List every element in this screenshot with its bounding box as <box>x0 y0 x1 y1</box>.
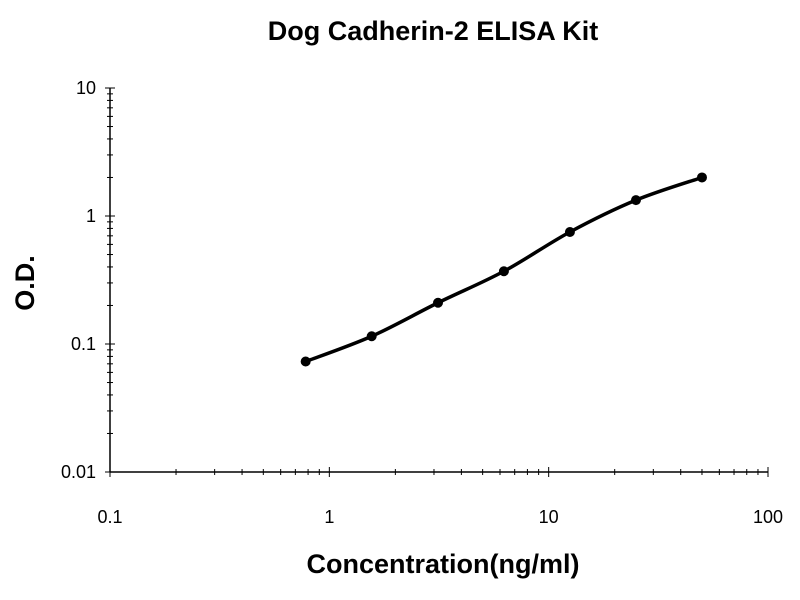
y-axis-label: O.D. <box>10 255 40 311</box>
y-tick-label: 1 <box>86 206 96 226</box>
x-axis-label: Concentration(ng/ml) <box>307 549 580 579</box>
x-tick-label: 1 <box>324 507 334 527</box>
data-point <box>366 331 377 342</box>
data-point <box>498 266 509 277</box>
y-tick-label: 10 <box>76 78 96 98</box>
plot-area <box>300 172 707 367</box>
x-tick-label: 100 <box>753 507 783 527</box>
y-tick-label: 0.01 <box>61 462 96 482</box>
x-tick-label: 0.1 <box>97 507 122 527</box>
data-point <box>433 297 444 308</box>
x-tick-label: 10 <box>539 507 559 527</box>
data-point <box>630 195 641 206</box>
y-tick-label: 0.1 <box>71 334 96 354</box>
axes: 0.01 0.1 1 10 0.1 1 10 100 <box>61 78 783 527</box>
chart-title: Dog Cadherin-2 ELISA Kit <box>268 16 599 46</box>
data-point <box>564 226 575 237</box>
data-point <box>300 356 311 367</box>
data-point <box>696 172 707 183</box>
